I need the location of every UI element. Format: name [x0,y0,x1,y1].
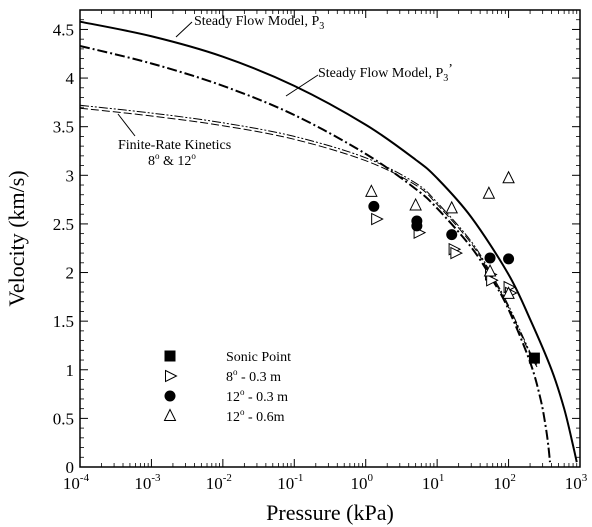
y-tick-label-3: 1.5 [53,312,74,331]
legend-label-3: 12o - 0.6m [226,407,285,425]
x-tick-label-6: 102 [493,472,515,493]
ticks-layer: 10-4 10-3 10-2 10-1 100 101 102 103 0 0.5 1 1.5 2 2.5… [53,9,588,493]
data-point-filled-circle [368,200,380,212]
svg-text:8o & 12o: 8o & 12o [148,151,196,169]
x-tick-label-3: 10-1 [277,472,303,493]
data-point-open-triangle-up [445,200,459,214]
y-tick-label-6: 3 [66,166,75,185]
annotation-steady-p3-sub: 3 [319,21,324,32]
x-tick-label-5: 101 [422,472,445,493]
data-point-open-triangle-up [502,170,515,184]
legend-marker-2 [164,390,176,402]
leader-line-p3-prime [285,74,319,97]
annotation-steady-p3p-text: Steady Flow Model, P [318,66,443,81]
legend-label-1: 8o - 0.3 m [226,367,281,385]
markers-layer [365,170,540,364]
x-tick-label-1: 10-3 [134,472,161,493]
data-point-filled-circle [484,252,496,264]
data-point-open-triangle-right [450,246,463,260]
curve-finite_12 [79,107,538,368]
leader-line-p3 [175,21,193,38]
annotation-finite-line1: Finite-Rate Kinetics [118,138,231,153]
legend: Sonic Point 8o - 0.3 m 12o - 0.3 m 12o - 0.… [163,350,291,425]
x-tick-label-2: 10-2 [206,472,232,493]
legend-marker-0 [164,350,176,362]
data-point-open-triangle-up [502,286,515,299]
x-tick-label-4: 100 [350,472,373,493]
y-tick-label-1: 0.5 [53,409,74,428]
annotation-finite-8: 8 [148,154,155,169]
curves-layer [79,20,578,463]
annotation-steady-p3p-sub: 3 [443,73,448,84]
data-point-open-triangle-right [371,212,384,226]
data-point-open-triangle-up [409,197,422,211]
x-tick-label-7: 103 [565,472,588,493]
data-point-open-triangle-right [486,274,499,287]
legend-label-2: 12o - 0.3 m [226,387,288,405]
svg-text:Steady Flow Model, P3: Steady Flow Model, P3 [194,14,324,32]
y-tick-label-7: 3.5 [53,118,74,137]
y-tick-label-4: 2 [66,264,75,283]
y-tick-label-9: 4.5 [53,20,74,39]
annotation-finite-deg1: o [155,151,160,161]
y-tick-label-5: 2.5 [53,215,74,234]
data-point-filled-circle [411,220,423,232]
leader-line-finite [117,113,136,137]
y-axis-title: Velocity (km/s) [4,170,29,306]
curve-steady_p3p [79,45,551,463]
annotation-steady-p3: Steady Flow Model, P3 [175,14,324,38]
data-point-filled-circle [446,229,458,241]
curve-finite_8 [79,104,538,366]
annotation-steady-p3-text: Steady Flow Model, P [194,14,319,29]
data-point-filled-circle [503,253,515,265]
svg-text:Steady Flow Model, P3’: Steady Flow Model, P3’ [318,62,453,84]
x-axis-title: Pressure (kPa) [266,500,394,525]
data-point-open-triangle-up [365,184,378,197]
y-tick-label-0: 0 [66,458,75,477]
annotation-finite-12: & 12 [160,154,192,169]
data-point-filled-square [528,352,540,364]
annotation-finite-deg2: o [191,151,196,161]
annotation-finite-rate: Finite-Rate Kinetics 8o & 12o [117,113,231,169]
legend-label-0: Sonic Point [226,350,291,365]
y-tick-label-2: 1 [66,361,75,380]
annotation-steady-p3-prime: Steady Flow Model, P3’ [285,62,453,97]
data-point-open-triangle-up [482,186,496,199]
data-point-open-triangle-up [483,263,497,277]
curve-steady_p3 [79,20,578,463]
legend-marker-3 [163,408,177,421]
y-tick-label-8: 4 [66,69,75,88]
plot-frame [79,9,581,468]
x-tick-label-0: 10-4 [63,472,90,493]
legend-marker-1 [165,369,178,383]
annotation-steady-p3p-prime: ’ [448,62,453,77]
